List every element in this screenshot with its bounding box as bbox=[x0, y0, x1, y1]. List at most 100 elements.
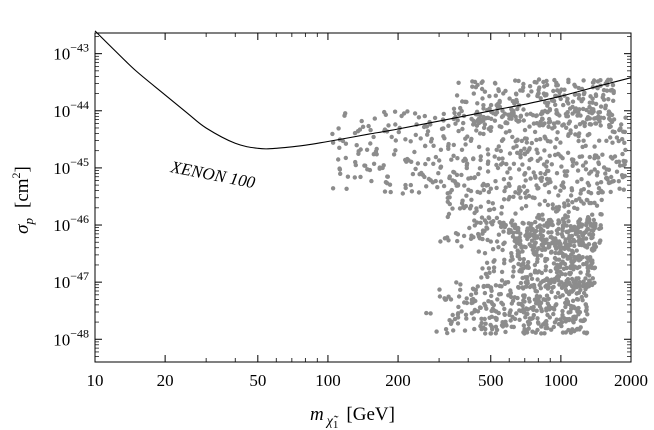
scatter-point bbox=[543, 297, 548, 303]
scatter-point bbox=[551, 261, 557, 266]
scatter-point bbox=[382, 109, 387, 115]
scatter-point bbox=[596, 110, 601, 115]
scatter-point bbox=[603, 171, 608, 176]
scatter-point bbox=[437, 158, 442, 163]
scatter-point bbox=[431, 143, 436, 148]
scatter-point bbox=[554, 171, 560, 176]
x-tick-label: 2000 bbox=[614, 371, 648, 390]
scatter-point bbox=[520, 285, 525, 290]
scatter-point bbox=[499, 204, 505, 210]
scatter-point bbox=[408, 182, 413, 188]
scatter-point bbox=[512, 101, 517, 106]
scatter-point bbox=[516, 261, 521, 267]
scatter-point bbox=[529, 89, 534, 94]
scatter-point bbox=[563, 272, 568, 277]
scatter-point bbox=[581, 318, 586, 323]
scatter-point bbox=[559, 164, 564, 169]
scatter-point bbox=[507, 312, 512, 318]
scatter-point bbox=[573, 124, 579, 129]
scatter-point bbox=[573, 132, 578, 137]
scatter-point bbox=[425, 132, 430, 137]
scatter-point bbox=[557, 294, 563, 299]
scatter-point bbox=[518, 195, 523, 200]
scatter-point bbox=[425, 129, 431, 134]
scatter-point bbox=[532, 129, 538, 135]
scatter-point bbox=[502, 281, 508, 286]
x-tick-label: 200 bbox=[385, 371, 411, 390]
scatter-point bbox=[522, 299, 527, 304]
scatter-point bbox=[542, 198, 548, 204]
scatter-point bbox=[554, 257, 559, 262]
scatter-point bbox=[481, 106, 486, 111]
scatter-point bbox=[583, 143, 588, 148]
scatter-point bbox=[551, 284, 556, 290]
scatter-point bbox=[552, 320, 558, 325]
scatter-point bbox=[480, 96, 485, 101]
scatter-point bbox=[596, 114, 601, 119]
scatter-point bbox=[359, 118, 364, 124]
scatter-point bbox=[543, 264, 549, 269]
scatter-point bbox=[558, 140, 563, 145]
scatter-point bbox=[607, 122, 612, 128]
scatter-point bbox=[608, 88, 613, 93]
y-tick-label: 10−44 bbox=[53, 98, 89, 121]
scatter-point bbox=[500, 160, 505, 166]
scatter-point bbox=[490, 247, 496, 252]
scatter-point bbox=[393, 122, 398, 127]
scatter-point bbox=[468, 188, 474, 194]
scatter-point bbox=[569, 226, 574, 231]
scatter-point bbox=[581, 106, 586, 112]
scatter-point bbox=[467, 225, 472, 231]
scatter-point bbox=[549, 162, 554, 167]
scatter-point bbox=[478, 220, 483, 225]
scatter-point bbox=[522, 172, 527, 177]
scatter-point bbox=[604, 138, 609, 143]
scatter-point bbox=[571, 237, 576, 243]
scatter-point bbox=[501, 137, 506, 142]
scatter-point bbox=[515, 254, 520, 259]
scatter-point bbox=[541, 79, 546, 85]
scatter-point bbox=[526, 322, 531, 327]
scatter-point bbox=[453, 121, 458, 126]
scatter-point bbox=[471, 287, 476, 292]
scatter-point bbox=[381, 163, 386, 168]
scatter-point bbox=[567, 243, 572, 248]
scatter-point bbox=[503, 185, 508, 190]
scatter-point bbox=[555, 231, 560, 236]
scatter-point bbox=[501, 197, 507, 202]
scatter-point bbox=[451, 153, 456, 158]
scatter-point bbox=[491, 259, 496, 264]
scatter-point bbox=[530, 195, 535, 200]
scatter-point bbox=[499, 269, 505, 275]
scatter-point bbox=[592, 200, 597, 205]
scatter-point bbox=[580, 163, 586, 168]
scatter-point bbox=[524, 140, 529, 145]
scatter-point bbox=[614, 159, 619, 165]
scatter-point bbox=[608, 135, 613, 140]
scatter-point bbox=[496, 232, 502, 237]
scatter-point bbox=[472, 326, 477, 332]
scatter-point bbox=[461, 120, 466, 126]
scatter-point bbox=[535, 327, 540, 333]
scatter-point bbox=[522, 295, 527, 300]
scatter-point bbox=[330, 131, 335, 137]
scatter-point bbox=[621, 129, 626, 134]
scatter-point bbox=[534, 228, 539, 234]
scatter-point bbox=[446, 146, 451, 151]
scatter-point bbox=[513, 211, 518, 216]
scatter-point bbox=[607, 180, 613, 185]
scatter-point bbox=[583, 302, 588, 307]
scatter-point bbox=[555, 265, 560, 270]
scatter-point bbox=[482, 251, 488, 256]
scatter-point bbox=[476, 171, 481, 177]
scatter-point bbox=[503, 88, 508, 94]
scatter-point bbox=[481, 114, 486, 120]
scatter-point bbox=[438, 239, 443, 244]
scatter-point bbox=[535, 277, 540, 282]
scatter-point bbox=[519, 138, 524, 144]
scatter-point bbox=[471, 91, 476, 96]
scatter-point bbox=[596, 155, 601, 160]
scatter-point bbox=[560, 284, 566, 289]
scatter-point bbox=[540, 109, 545, 114]
scatter-point bbox=[540, 247, 545, 253]
